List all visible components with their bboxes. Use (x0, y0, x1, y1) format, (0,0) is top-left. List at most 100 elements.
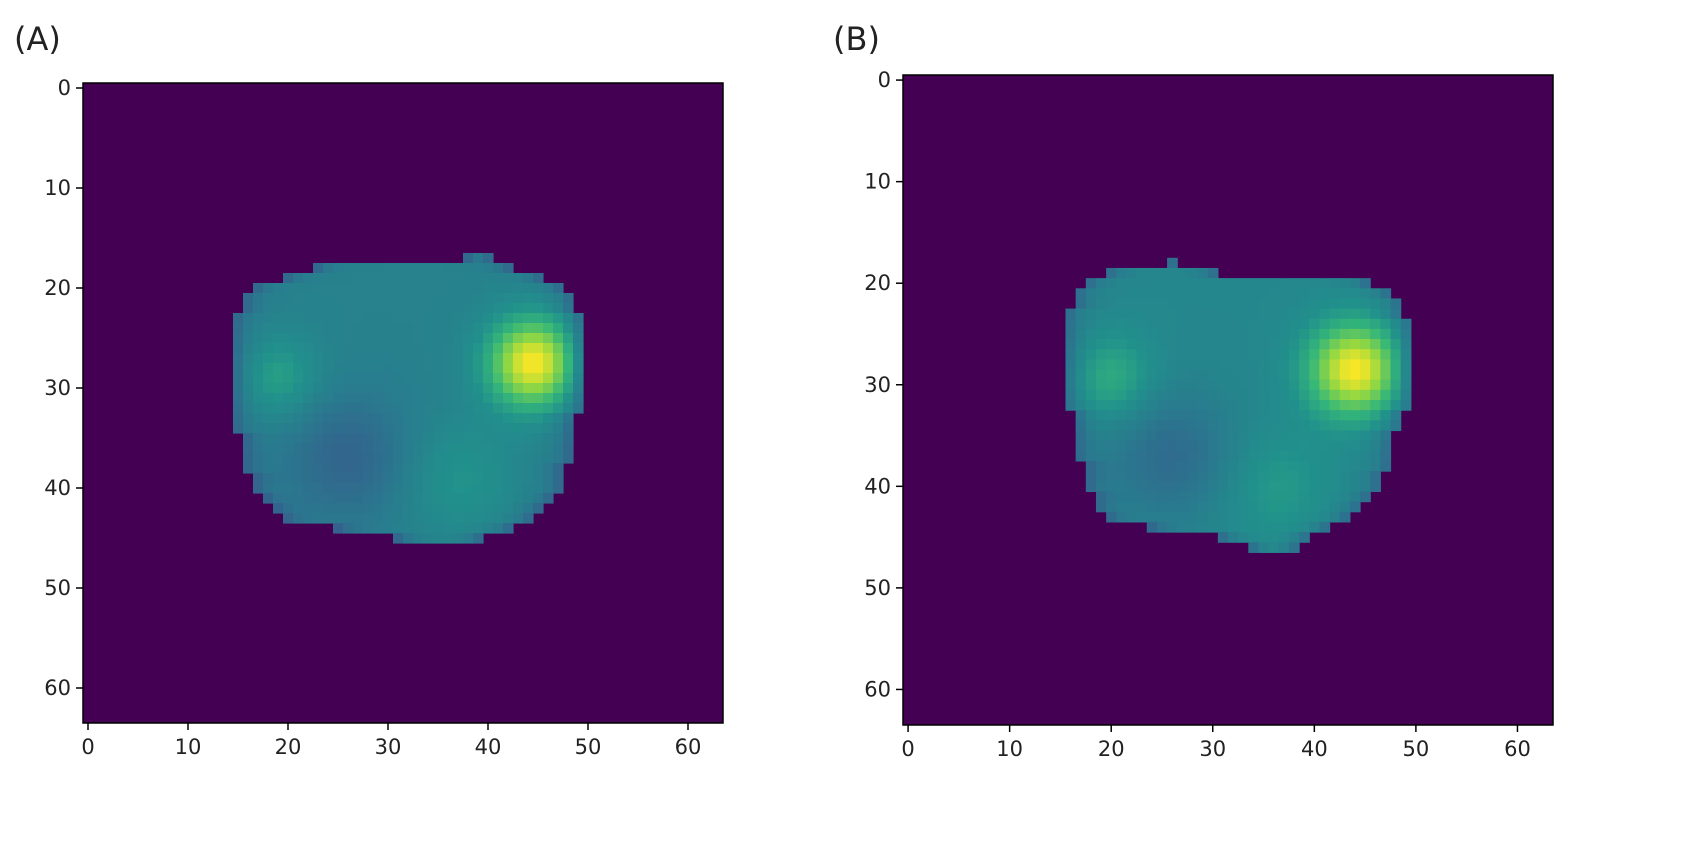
heatmap-cell (383, 453, 394, 464)
heatmap-cell (423, 423, 434, 434)
heatmap-cell (1360, 420, 1371, 432)
heatmap-cell (403, 463, 414, 474)
heatmap-cell (363, 443, 374, 454)
heatmap-cell (1187, 400, 1199, 411)
heatmap-cell (263, 333, 274, 344)
heatmap-cell (1167, 501, 1178, 513)
heatmap-cell (1116, 460, 1128, 472)
heatmap-cell (1329, 298, 1341, 310)
heatmap-cell (423, 493, 434, 504)
heatmap-cell (523, 463, 534, 474)
heatmap-cell (1339, 501, 1351, 513)
heatmap-cell (393, 523, 404, 534)
heatmap-cell (473, 323, 484, 334)
heatmap-cell (1207, 521, 1219, 533)
heatmap-cell (1268, 420, 1280, 432)
heatmap-cell (473, 363, 484, 374)
heatmap-cell (1268, 440, 1280, 452)
heatmap-cell (1278, 420, 1290, 432)
heatmap-cell (393, 303, 404, 314)
heatmap-cell (1167, 450, 1178, 462)
heatmap-cell (1156, 521, 1168, 533)
heatmap-cell (1126, 410, 1138, 421)
heatmap-cell (1106, 328, 1117, 340)
heatmap-cell (1258, 410, 1270, 421)
heatmap-cell (453, 383, 464, 394)
heatmap-cell (383, 323, 394, 334)
heatmap-cell (1339, 339, 1351, 350)
heatmap-cell (483, 473, 494, 484)
heatmap-cell (393, 283, 404, 294)
heatmap-cell (1177, 501, 1188, 513)
heatmap-cell (403, 393, 414, 404)
heatmap-cell (1309, 521, 1321, 533)
heatmap-cell (253, 413, 264, 424)
heatmap-cell (243, 453, 254, 464)
heatmap-cell (503, 483, 514, 494)
heatmap-cell (513, 393, 524, 404)
heatmap-cell (1146, 420, 1158, 432)
heatmap-cell (1400, 328, 1412, 340)
heatmap-cell (253, 323, 264, 334)
heatmap-cell (1197, 430, 1209, 442)
heatmap-cell (1177, 389, 1188, 401)
heatmap-cell (1360, 430, 1371, 442)
y-tick-label: 60 (864, 677, 891, 701)
heatmap-cell (1197, 511, 1209, 523)
heatmap-cell (343, 373, 354, 384)
heatmap-cell (233, 363, 244, 374)
heatmap-cell (533, 423, 544, 434)
x-tick-label: 0 (901, 737, 914, 761)
heatmap-cell (1319, 359, 1331, 371)
heatmap-cell (1360, 308, 1371, 320)
heatmap-cell (1228, 440, 1239, 452)
heatmap-cell (1238, 359, 1249, 371)
heatmap-cell (433, 503, 444, 514)
heatmap-cell (533, 373, 544, 384)
heatmap-cell (1278, 328, 1290, 340)
heatmap-cell (393, 403, 404, 414)
heatmap-cell (1197, 521, 1209, 533)
heatmap-cell (1177, 440, 1188, 452)
heatmap-cell (493, 263, 504, 274)
heatmap-cell (1095, 369, 1107, 381)
heatmap-cell (393, 503, 404, 514)
heatmap-cell (1329, 511, 1341, 523)
heatmap-cell (303, 323, 314, 334)
heatmap-cell (353, 483, 364, 494)
heatmap-cell (473, 373, 484, 384)
heatmap-cell (1268, 308, 1280, 320)
heatmap-cell (1116, 450, 1128, 462)
heatmap-cell (1228, 369, 1239, 381)
heatmap-cell (343, 343, 354, 354)
heatmap-cell (493, 523, 504, 534)
heatmap-cell (1339, 450, 1351, 462)
heatmap-cell (503, 273, 514, 284)
heatmap-cell (453, 323, 464, 334)
heatmap-cell (1197, 278, 1209, 289)
heatmap-cell (1349, 420, 1361, 432)
heatmap-cell (1288, 318, 1300, 330)
heatmap-cell (1136, 288, 1148, 300)
heatmap-cell (393, 513, 404, 524)
heatmap-cell (1167, 491, 1178, 503)
heatmap-cell (553, 323, 564, 334)
heatmap-cell (243, 413, 254, 424)
heatmap-cell (1228, 288, 1239, 300)
heatmap-cell (1217, 339, 1229, 350)
heatmap-cell (453, 493, 464, 504)
heatmap-cell (403, 313, 414, 324)
heatmap-cell (563, 373, 574, 384)
heatmap-cell (1085, 298, 1097, 310)
heatmap-cell (523, 493, 534, 504)
heatmap-cell (523, 313, 534, 324)
heatmap-cell (373, 313, 384, 324)
heatmap-cell (1126, 359, 1138, 371)
heatmap-cell (1390, 420, 1402, 432)
heatmap-cell (1136, 460, 1148, 472)
heatmap-cell (1339, 349, 1351, 360)
heatmap-cell (273, 443, 284, 454)
heatmap-cell (573, 393, 584, 404)
heatmap-cell (413, 313, 424, 324)
heatmap-cell (1177, 349, 1188, 360)
